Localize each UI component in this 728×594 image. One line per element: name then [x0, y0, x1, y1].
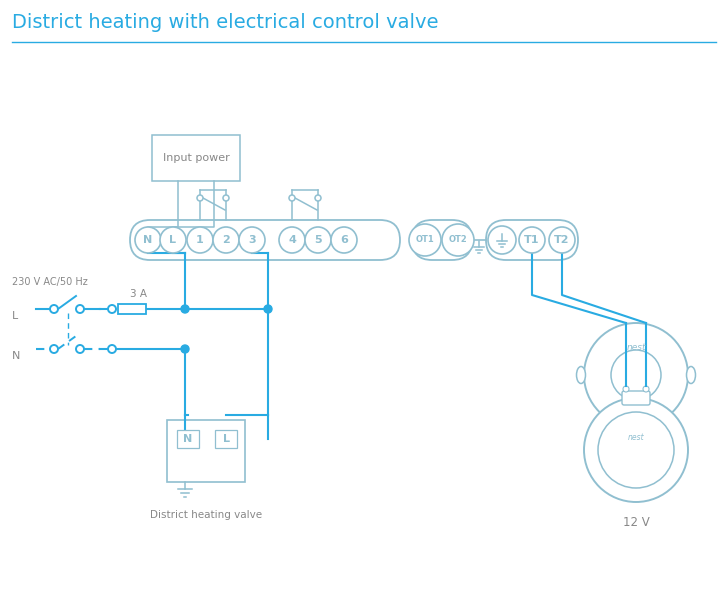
Circle shape	[611, 350, 661, 400]
Circle shape	[305, 227, 331, 253]
FancyBboxPatch shape	[130, 220, 400, 260]
Text: OT1: OT1	[416, 235, 435, 245]
FancyBboxPatch shape	[412, 220, 472, 260]
Text: Input power: Input power	[162, 153, 229, 163]
Circle shape	[76, 345, 84, 353]
FancyBboxPatch shape	[152, 135, 240, 181]
Circle shape	[315, 195, 321, 201]
FancyBboxPatch shape	[118, 304, 146, 314]
Text: 3 A: 3 A	[130, 289, 146, 299]
Circle shape	[50, 345, 58, 353]
Ellipse shape	[577, 366, 585, 384]
FancyBboxPatch shape	[177, 430, 199, 448]
Text: District heating with electrical control valve: District heating with electrical control…	[12, 12, 438, 31]
Text: 1: 1	[196, 235, 204, 245]
Circle shape	[643, 386, 649, 392]
Text: L: L	[223, 434, 229, 444]
Circle shape	[289, 195, 295, 201]
Text: nest: nest	[626, 343, 646, 352]
Circle shape	[187, 227, 213, 253]
Text: L: L	[170, 235, 176, 245]
Text: T1: T1	[524, 235, 539, 245]
Circle shape	[50, 305, 58, 313]
Text: nest: nest	[628, 434, 644, 443]
FancyBboxPatch shape	[486, 220, 578, 260]
Circle shape	[279, 227, 305, 253]
Text: 2: 2	[222, 235, 230, 245]
Text: OT2: OT2	[448, 235, 467, 245]
FancyBboxPatch shape	[167, 420, 245, 482]
Circle shape	[213, 227, 239, 253]
Circle shape	[181, 345, 189, 353]
Circle shape	[135, 227, 161, 253]
Text: N: N	[12, 351, 20, 361]
Text: 6: 6	[340, 235, 348, 245]
Text: 3: 3	[248, 235, 256, 245]
Circle shape	[409, 224, 441, 256]
Circle shape	[239, 227, 265, 253]
Circle shape	[108, 305, 116, 313]
Circle shape	[519, 227, 545, 253]
Text: 5: 5	[314, 235, 322, 245]
Text: 230 V AC/50 Hz: 230 V AC/50 Hz	[12, 277, 88, 287]
Text: 12 V: 12 V	[622, 516, 649, 529]
Ellipse shape	[687, 366, 695, 384]
Circle shape	[197, 195, 203, 201]
Circle shape	[223, 195, 229, 201]
Circle shape	[623, 386, 629, 392]
Text: T2: T2	[554, 235, 570, 245]
Circle shape	[331, 227, 357, 253]
Circle shape	[76, 305, 84, 313]
Text: L: L	[12, 311, 18, 321]
Circle shape	[549, 227, 575, 253]
Circle shape	[584, 323, 688, 427]
Circle shape	[488, 226, 516, 254]
Circle shape	[160, 227, 186, 253]
FancyBboxPatch shape	[215, 430, 237, 448]
Text: 4: 4	[288, 235, 296, 245]
FancyBboxPatch shape	[622, 391, 650, 405]
Circle shape	[584, 398, 688, 502]
Text: N: N	[183, 434, 193, 444]
Circle shape	[181, 305, 189, 313]
Circle shape	[598, 412, 674, 488]
Text: District heating valve: District heating valve	[150, 510, 262, 520]
Circle shape	[108, 345, 116, 353]
Circle shape	[442, 224, 474, 256]
Circle shape	[264, 305, 272, 313]
Text: N: N	[143, 235, 153, 245]
